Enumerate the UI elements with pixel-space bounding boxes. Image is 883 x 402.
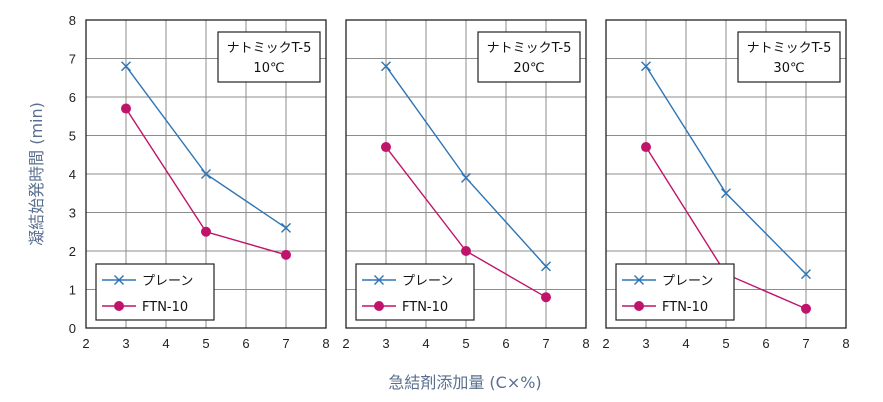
x-marker-stroke xyxy=(374,275,384,285)
x-marker-stroke xyxy=(634,275,644,285)
data-point-ftn10 xyxy=(201,226,211,237)
data-point-plain xyxy=(801,269,811,280)
y-tick-label: 0 xyxy=(69,321,76,336)
legend-label: FTN-10 xyxy=(662,300,708,315)
data-point-plain xyxy=(201,169,211,179)
condition-box xyxy=(217,31,321,83)
x-tick-label: 2 xyxy=(82,336,89,351)
y-tick-label: 4 xyxy=(69,167,76,182)
x-tick-label: 2 xyxy=(602,336,609,351)
product-label: ナトミックT-5 xyxy=(227,41,312,56)
x-tick-label: 4 xyxy=(162,336,169,351)
x-tick-label: 8 xyxy=(582,336,589,351)
y-axis-title: 凝結始発時間 (min) xyxy=(27,102,46,246)
y-tick-label: 2 xyxy=(69,244,76,259)
x-marker-stroke xyxy=(461,172,471,183)
plot-frame xyxy=(85,19,327,329)
legend-label: FTN-10 xyxy=(402,300,448,315)
data-point-ftn10 xyxy=(381,142,391,153)
legend-box xyxy=(355,263,475,321)
legend-marker xyxy=(634,275,644,285)
chart-panel-2: 2 3 4 5 6 7 8 ナトミックT-5 20℃ プレーン FTN-10 xyxy=(342,19,590,351)
x-tick-label: 2 xyxy=(342,336,349,351)
legend: プレーン FTN-10 xyxy=(355,263,475,321)
x-tick-label: 7 xyxy=(802,336,809,351)
x-tick-label: 3 xyxy=(382,336,389,351)
data-point-ftn10 xyxy=(461,246,471,256)
plot-frame xyxy=(345,19,587,329)
y-tick-label: 3 xyxy=(69,206,76,221)
y-tick-label: 8 xyxy=(69,13,76,28)
legend-label: プレーン xyxy=(662,274,713,289)
x-tick-label: 3 xyxy=(642,336,649,351)
chart-panel-1: 2 3 4 5 6 7 8 0 1 2 3 4 5 6 7 8 ナトミックT-5 10℃ プレーン FTN-10 xyxy=(69,13,330,351)
data-point-ftn10 xyxy=(801,303,811,314)
x-marker-stroke xyxy=(114,275,124,285)
x-tick-label: 5 xyxy=(202,336,209,351)
chart-panel-3: 2 3 4 5 6 7 8 ナトミックT-5 30℃ プレーン FTN-10 xyxy=(602,19,850,351)
x-tick-label: 5 xyxy=(722,336,729,351)
x-marker-stroke xyxy=(121,61,131,72)
data-point-plain xyxy=(641,61,651,72)
data-point-plain xyxy=(541,261,551,272)
x-tick-label: 8 xyxy=(842,336,849,351)
x-tick-label: 8 xyxy=(322,336,329,351)
product-label: ナトミックT-5 xyxy=(747,41,832,56)
x-tick-label: 6 xyxy=(762,336,769,351)
x-marker-stroke xyxy=(381,61,391,72)
legend-label: プレーン xyxy=(402,274,453,289)
x-marker-stroke xyxy=(721,188,731,199)
x-marker-stroke xyxy=(641,61,651,72)
legend: プレーン FTN-10 xyxy=(615,263,735,321)
x-tick-label: 7 xyxy=(542,336,549,351)
x-tick-label: 3 xyxy=(122,336,129,351)
x-marker-stroke xyxy=(801,269,811,280)
legend-marker xyxy=(114,301,124,311)
data-point-plain xyxy=(281,222,291,233)
legend-label: FTN-10 xyxy=(142,300,188,315)
x-tick-label: 6 xyxy=(502,336,509,351)
y-tick-label: 6 xyxy=(69,90,76,105)
x-tick-label: 7 xyxy=(282,336,289,351)
data-point-ftn10 xyxy=(641,142,651,153)
plot-frame xyxy=(605,19,847,329)
legend-label: プレーン xyxy=(142,274,193,289)
temperature-label: 20℃ xyxy=(513,61,544,76)
y-tick-label: 1 xyxy=(69,283,76,298)
x-marker-stroke xyxy=(201,169,211,179)
legend-marker xyxy=(374,301,384,311)
legend: プレーン FTN-10 xyxy=(95,263,215,321)
data-point-plain xyxy=(721,188,731,199)
product-label: ナトミックT-5 xyxy=(487,41,572,56)
data-point-plain xyxy=(381,61,391,72)
legend-marker xyxy=(114,275,124,285)
y-tick-label: 7 xyxy=(69,52,76,67)
x-marker-stroke xyxy=(541,261,551,272)
legend-box xyxy=(615,263,735,321)
data-point-ftn10 xyxy=(281,249,291,260)
x-tick-label: 6 xyxy=(242,336,249,351)
x-tick-label: 4 xyxy=(682,336,689,351)
data-point-plain xyxy=(461,172,471,183)
x-tick-label: 5 xyxy=(462,336,469,351)
legend-marker xyxy=(634,301,644,311)
temperature-label: 30℃ xyxy=(773,61,804,76)
data-point-ftn10 xyxy=(541,292,551,303)
y-tick-label: 5 xyxy=(69,129,76,144)
data-point-ftn10 xyxy=(121,103,131,114)
data-point-plain xyxy=(121,61,131,72)
x-tick-label: 4 xyxy=(422,336,429,351)
legend-marker xyxy=(374,275,384,285)
condition-box xyxy=(737,31,841,83)
condition-box xyxy=(477,31,581,83)
x-axis-title: 急結剤添加量 (C×%) xyxy=(388,373,541,392)
x-marker-stroke xyxy=(281,222,291,233)
legend-box xyxy=(95,263,215,321)
temperature-label: 10℃ xyxy=(253,61,284,76)
